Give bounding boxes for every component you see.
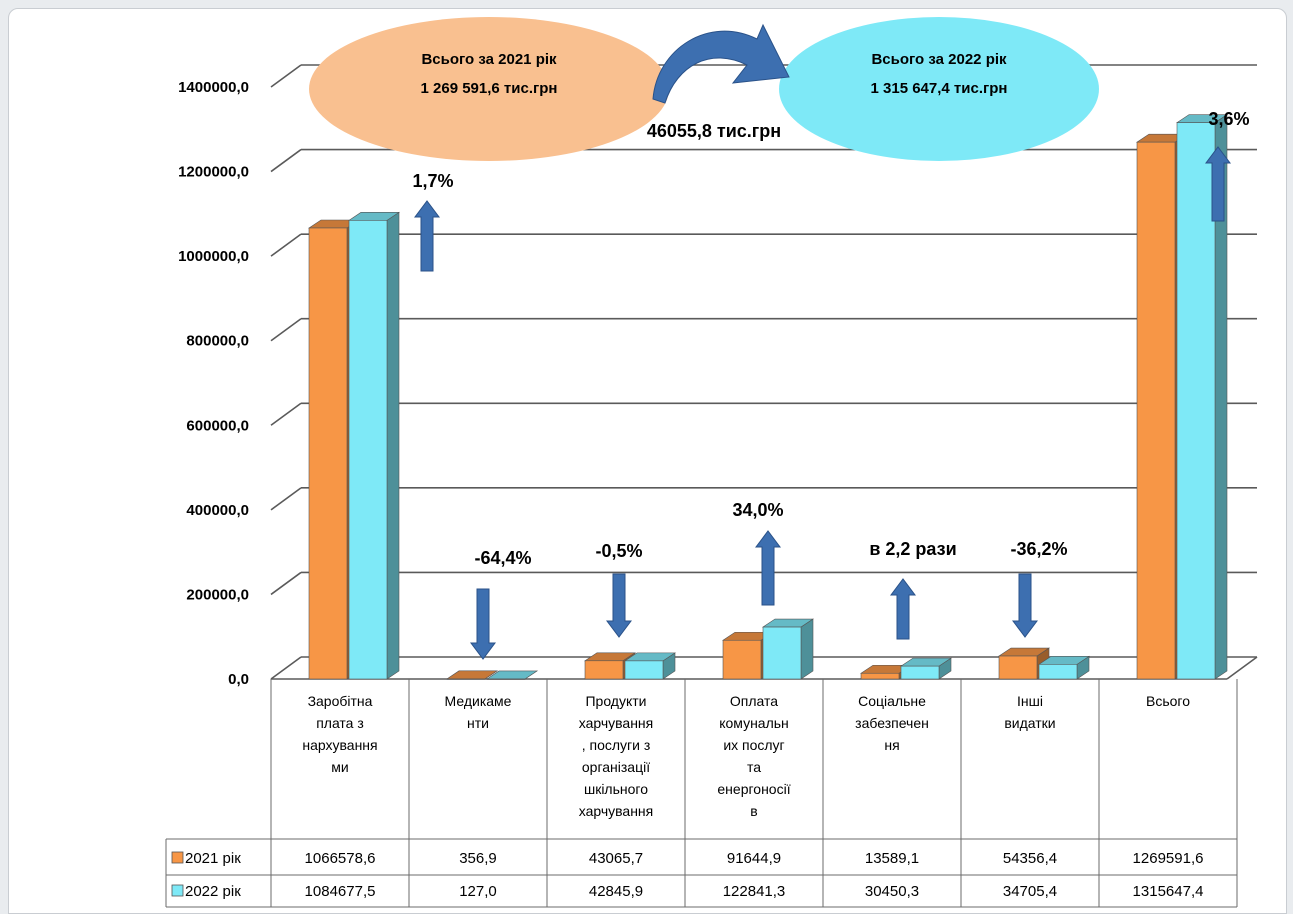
table-cell: 34705,4 [1003, 883, 1057, 900]
category-label: ня [884, 737, 899, 753]
down-arrow-icon [606, 573, 632, 638]
legend-swatch [171, 851, 184, 864]
bar-2022 [900, 657, 952, 680]
total-2022-line2: 1 315 647,4 тис.грн [871, 80, 1008, 97]
table-cell: 54356,4 [1003, 850, 1057, 867]
gridline-diag [270, 64, 302, 88]
y-tick-label: 400000,0 [186, 502, 249, 519]
table-cell: 1315647,4 [1133, 883, 1204, 900]
gridline-diag [270, 233, 302, 257]
gridline-diag [270, 656, 302, 680]
table-cell: 1084677,5 [305, 883, 376, 900]
bar-2022 [1176, 114, 1228, 680]
down-arrow-icon [470, 588, 496, 660]
category-label: Оплата [730, 693, 778, 709]
category-label: в [750, 803, 757, 819]
category-label: та [747, 759, 761, 775]
table-cell: 127,0 [459, 883, 497, 900]
category-label: Медикаме [445, 693, 512, 709]
category-label: нти [467, 715, 489, 731]
table-cell: 42845,9 [589, 883, 643, 900]
gridline-diag [270, 318, 302, 342]
bar-2022 [762, 618, 814, 680]
total-2021-line1: Всього за 2021 рік [421, 51, 557, 68]
category-label: ми [331, 759, 348, 775]
y-tick-label: 200000,0 [186, 586, 249, 603]
gridline-diag [270, 487, 302, 511]
table-cell: 1269591,6 [1133, 850, 1204, 867]
category-label: енергоносії [717, 781, 790, 797]
category-label: забезпечен [855, 715, 929, 731]
change-label: в 2,2 рази [869, 539, 956, 559]
y-tick-label: 600000,0 [186, 417, 249, 434]
total-2021-line2: 1 269 591,6 тис.грн [421, 80, 558, 97]
category-label: шкільного [584, 781, 648, 797]
down-arrow-icon [1012, 573, 1038, 638]
legend-swatch [171, 884, 184, 897]
category-label: Всього [1146, 693, 1190, 709]
category-label: комунальн [719, 715, 789, 731]
gridline-diag [270, 571, 302, 596]
bar-2022 [348, 211, 400, 680]
total-2022-ellipse [779, 17, 1099, 161]
bar-2022 [1038, 655, 1090, 680]
total-2022-line1: Всього за 2022 рік [871, 51, 1007, 68]
change-label: -64,4% [474, 548, 531, 568]
up-arrow-icon [890, 578, 916, 640]
y-tick-label: 0,0 [228, 671, 249, 688]
category-label: харчування [579, 803, 654, 819]
gridline-diag [270, 402, 302, 426]
category-label: Продукти [585, 693, 646, 709]
category-label: Заробітна [308, 693, 373, 709]
y-tick-label: 1200000,0 [178, 164, 249, 181]
category-label: Соціальне [858, 693, 926, 709]
y-tick-label: 800000,0 [186, 333, 249, 350]
table-cell: 13589,1 [865, 850, 919, 867]
table-cell: 91644,9 [727, 850, 781, 867]
category-label: видатки [1004, 715, 1055, 731]
up-arrow-icon [755, 530, 781, 606]
chart-canvas: 0,0 200000,0 400000,0 600000,0 800000,0 10000… [165, 17, 1258, 908]
category-label: , послуги з [582, 737, 651, 753]
chart-frame: 0,0 200000,0 400000,0 600000,0 800000,0 10000… [8, 8, 1287, 914]
table-cell: 43065,7 [589, 850, 643, 867]
bar-2022 [624, 652, 676, 680]
category-label: плата з [316, 715, 364, 731]
change-label: -0,5% [595, 541, 642, 561]
up-arrow-icon [1205, 146, 1231, 222]
change-label: 1,7% [412, 171, 453, 191]
total-2021-ellipse [309, 17, 669, 161]
bar-2022 [486, 670, 538, 680]
change-label: -36,2% [1010, 539, 1067, 559]
category-label: нархування [302, 737, 377, 753]
category-label: Інші [1017, 693, 1043, 709]
category-label: их послуг [723, 737, 784, 753]
category-label: харчування [579, 715, 654, 731]
floor-edge-right [1226, 656, 1258, 680]
up-arrow-icon [414, 200, 440, 272]
y-tick-label: 1400000,0 [178, 79, 249, 96]
table-cell: 1066578,6 [305, 850, 376, 867]
change-label: 3,6% [1208, 109, 1249, 129]
table-cell: 122841,3 [723, 883, 786, 900]
category-label: організації [582, 759, 650, 775]
bar-2021 [446, 670, 498, 680]
change-label: 34,0% [732, 500, 783, 520]
gridline-diag [270, 148, 302, 173]
curved-arrow [652, 23, 790, 104]
legend-label: 2022 рік [185, 883, 241, 900]
table-cell: 30450,3 [865, 883, 919, 900]
table-cell: 356,9 [459, 850, 497, 867]
legend-label: 2021 рік [185, 850, 241, 867]
difference-label: 46055,8 тис.грн [647, 121, 781, 141]
y-tick-label: 1000000,0 [178, 248, 249, 265]
